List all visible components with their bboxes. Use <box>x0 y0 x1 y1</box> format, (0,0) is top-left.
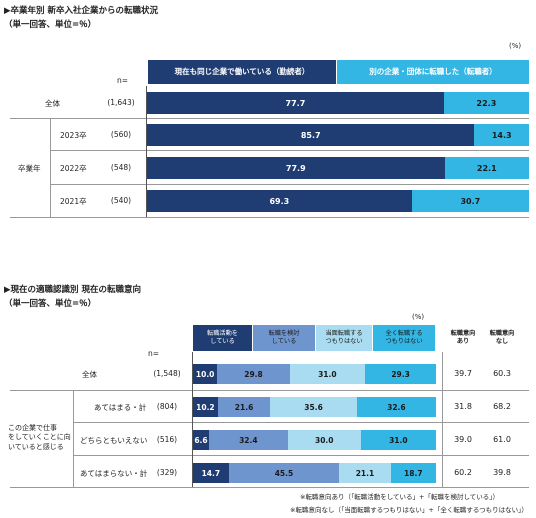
chart2-extra-divider <box>442 352 443 487</box>
chart1-bar-segment: 77.7 <box>147 92 444 114</box>
chart2-group-divider <box>73 390 74 487</box>
chart1-group-divider <box>50 118 51 217</box>
chart2-intent-yes-value: 39.7 <box>454 369 472 378</box>
chart1-bar-segment: 14.3 <box>474 124 529 146</box>
chart2-divider-top <box>10 390 529 391</box>
chart2-bar-segment: 45.5 <box>228 463 340 483</box>
chart2-note-1: ※転職意向あり（「転職活動をしている」+「転職を検討している」） <box>300 493 500 501</box>
chart2-bar-segment: 35.6 <box>270 397 357 417</box>
chart2-note-2: ※転職意向なし（「当面転職するつもりはない」+「全く転職するつもりはない」） <box>290 506 528 514</box>
chart2-row-n: (1,548) <box>153 369 181 378</box>
chart1-row-label: 全体 <box>45 99 60 108</box>
chart2-row-n: (329) <box>156 468 178 477</box>
chart2-n-label: n= <box>148 349 160 358</box>
chart1-legend-1: 別の企業・団体に転職した（転職者） <box>337 60 529 84</box>
chart1-row-label: 2022卒 <box>60 164 87 173</box>
chart2-title: ▶現在の適職認識別 現在の転職意向 <box>4 285 141 295</box>
chart2-row-sep-1 <box>73 422 529 423</box>
chart2-bar-segment: 14.7 <box>193 463 229 483</box>
chart2-intent-no-value: 68.2 <box>493 402 511 411</box>
chart1-legend-1-label: 別の企業・団体に転職した（転職者） <box>369 66 497 76</box>
chart2-bar-segment: 10.0 <box>193 364 218 384</box>
chart2-group-label: この企業で仕事 をしていくことに向 いていると感じる <box>8 424 71 451</box>
chart1-row-sep-2 <box>50 184 529 185</box>
chart2-legend-3: 全く転職する つもりはない <box>373 325 435 351</box>
chart1-row-label: 2023卒 <box>60 131 87 140</box>
chart1-row-n: (560) <box>110 130 132 139</box>
chart2-bar-segment: 31.0 <box>289 364 365 384</box>
chart1-title: ▶卒業年別 新卒入社企業からの転職状況 <box>4 6 158 16</box>
chart1-bar-segment: 85.7 <box>147 124 475 146</box>
chart1-n-label: n= <box>117 76 129 85</box>
chart1-group-label: 卒業年 <box>18 164 41 173</box>
chart2-bar-segment: 30.0 <box>287 430 361 450</box>
chart2-col-intent-no: 転職意向 なし <box>489 330 515 345</box>
chart2-legend-2: 当面転職する つもりはない <box>316 325 372 351</box>
chart2-row-label: どちらともいえない <box>80 436 148 445</box>
chart2-bar-segment: 21.1 <box>339 463 391 483</box>
chart1-bar-segment: 22.1 <box>444 157 529 179</box>
chart1-subtitle: （単一回答、単位=％） <box>4 20 97 30</box>
chart2-bar-segment: 6.6 <box>193 430 209 450</box>
chart2-bar-segment: 32.4 <box>209 430 288 450</box>
chart2-row-label: あてはまる・計 <box>94 403 147 412</box>
chart2-row-n: (804) <box>156 402 178 411</box>
chart2-legend-0: 転職活動を している <box>193 325 252 351</box>
chart1-unit: (%) <box>509 42 522 50</box>
chart1-bar-segment: 22.3 <box>443 92 529 114</box>
chart1-row-n: (548) <box>110 163 132 172</box>
chart1-legend-0-label: 現在も同じ企業で働いている（勤続者） <box>174 66 310 76</box>
chart1-bar-segment: 30.7 <box>411 190 529 212</box>
chart1-row-n: (540) <box>110 196 132 205</box>
chart2-row-label: あてはまらない・計 <box>80 469 148 478</box>
chart1-legend-0: 現在も同じ企業で働いている（勤続者） <box>148 60 336 84</box>
chart2-intent-no-value: 61.0 <box>493 435 511 444</box>
chart2-col-intent-yes: 転職意向 あり <box>450 330 476 345</box>
chart2-intent-yes-value: 39.0 <box>454 435 472 444</box>
chart1-bar-segment: 77.9 <box>147 157 445 179</box>
chart1-row-sep-1 <box>50 150 529 151</box>
chart2-intent-yes-value: 60.2 <box>454 468 472 477</box>
chart2-intent-no-value: 60.3 <box>493 369 511 378</box>
chart1-bar-segment: 69.3 <box>147 190 412 212</box>
chart1-divider-bottom <box>10 217 529 218</box>
chart2-divider-bottom <box>10 487 529 488</box>
chart2-legend-1: 転職を検討 している <box>253 325 315 351</box>
chart2-bar-segment: 18.7 <box>390 463 436 483</box>
chart2-axis-line <box>192 352 193 487</box>
chart1-divider-top <box>10 118 529 119</box>
chart2-intent-yes-value: 31.8 <box>454 402 472 411</box>
chart2-row-label: 全体 <box>82 370 97 379</box>
chart2-bar-segment: 21.6 <box>217 397 271 417</box>
chart2-row-sep-2 <box>73 455 529 456</box>
chart2-bar-segment: 29.3 <box>365 364 437 384</box>
chart2-bar-segment: 29.8 <box>217 364 290 384</box>
chart1-row-n: (1,643) <box>107 98 135 107</box>
chart2-bar-segment: 32.6 <box>356 397 436 417</box>
chart2-bar-segment: 10.2 <box>193 397 218 417</box>
chart2-subtitle: （単一回答、単位=％） <box>4 299 97 309</box>
chart2-row-n: (516) <box>156 435 178 444</box>
chart1-row-label: 2021卒 <box>60 197 87 206</box>
chart2-unit: (%) <box>412 313 425 321</box>
chart2-bar-segment: 31.0 <box>360 430 436 450</box>
chart2-intent-no-value: 39.8 <box>493 468 511 477</box>
chart1-axis-line <box>146 86 147 217</box>
